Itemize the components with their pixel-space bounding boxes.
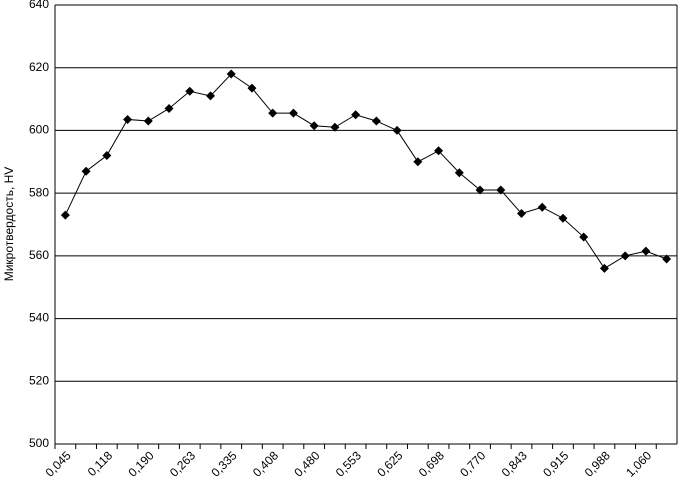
x-tick-label: 1,060 — [623, 448, 654, 479]
marker — [579, 232, 589, 242]
line — [64, 73, 667, 270]
y-tick-label: 560 — [29, 248, 49, 262]
marker — [247, 83, 257, 93]
marker — [475, 185, 485, 195]
y-tick-label: 600 — [29, 123, 49, 137]
y-tick-label: 540 — [29, 311, 49, 325]
marker — [102, 151, 112, 161]
marker — [226, 69, 236, 79]
y-axis-label: Микротвердость, HV — [2, 167, 16, 282]
y-tick-label: 640 — [29, 0, 49, 11]
marker — [206, 91, 215, 101]
x-tick-label: 0,625 — [374, 448, 405, 479]
x-tick-label: 0,843 — [499, 448, 530, 479]
y-tick-label: 520 — [29, 373, 49, 387]
marker — [371, 116, 381, 126]
x-tick-label: 0,335 — [208, 448, 239, 479]
x-tick-label: 0,045 — [43, 448, 74, 479]
marker — [599, 263, 609, 273]
marker — [434, 146, 444, 156]
marker — [537, 202, 547, 212]
marker — [620, 251, 630, 261]
marker — [641, 246, 651, 256]
x-tick-label: 0,915 — [540, 448, 571, 479]
x-tick-label: 0,480 — [291, 448, 322, 479]
marker — [288, 108, 298, 118]
x-tick-label: 0,988 — [582, 448, 613, 479]
x-tick-label: 0,553 — [333, 448, 364, 479]
x-tick-label: 0,770 — [457, 448, 488, 479]
x-tick-label: 0,263 — [167, 448, 198, 479]
x-tick-label: 0,118 — [85, 448, 116, 479]
marker — [392, 125, 402, 135]
y-tick-label: 500 — [29, 436, 49, 450]
marker — [413, 157, 423, 167]
marker — [185, 86, 195, 96]
marker — [454, 168, 464, 178]
marker — [496, 185, 506, 195]
marker — [309, 121, 319, 131]
marker — [268, 108, 278, 118]
marker — [81, 166, 91, 176]
y-tick-label: 580 — [29, 185, 49, 199]
x-tick-label: 0,190 — [126, 448, 157, 479]
marker — [558, 213, 568, 223]
marker — [662, 254, 672, 264]
marker — [143, 116, 153, 126]
x-tick-label: 0,408 — [250, 448, 281, 479]
marker — [517, 209, 526, 219]
y-tick-label: 620 — [29, 60, 49, 74]
marker — [60, 210, 70, 220]
marker — [330, 122, 340, 132]
marker — [164, 103, 174, 113]
x-tick-label: 0,698 — [416, 448, 447, 479]
marker — [351, 110, 361, 120]
marker — [123, 114, 133, 124]
